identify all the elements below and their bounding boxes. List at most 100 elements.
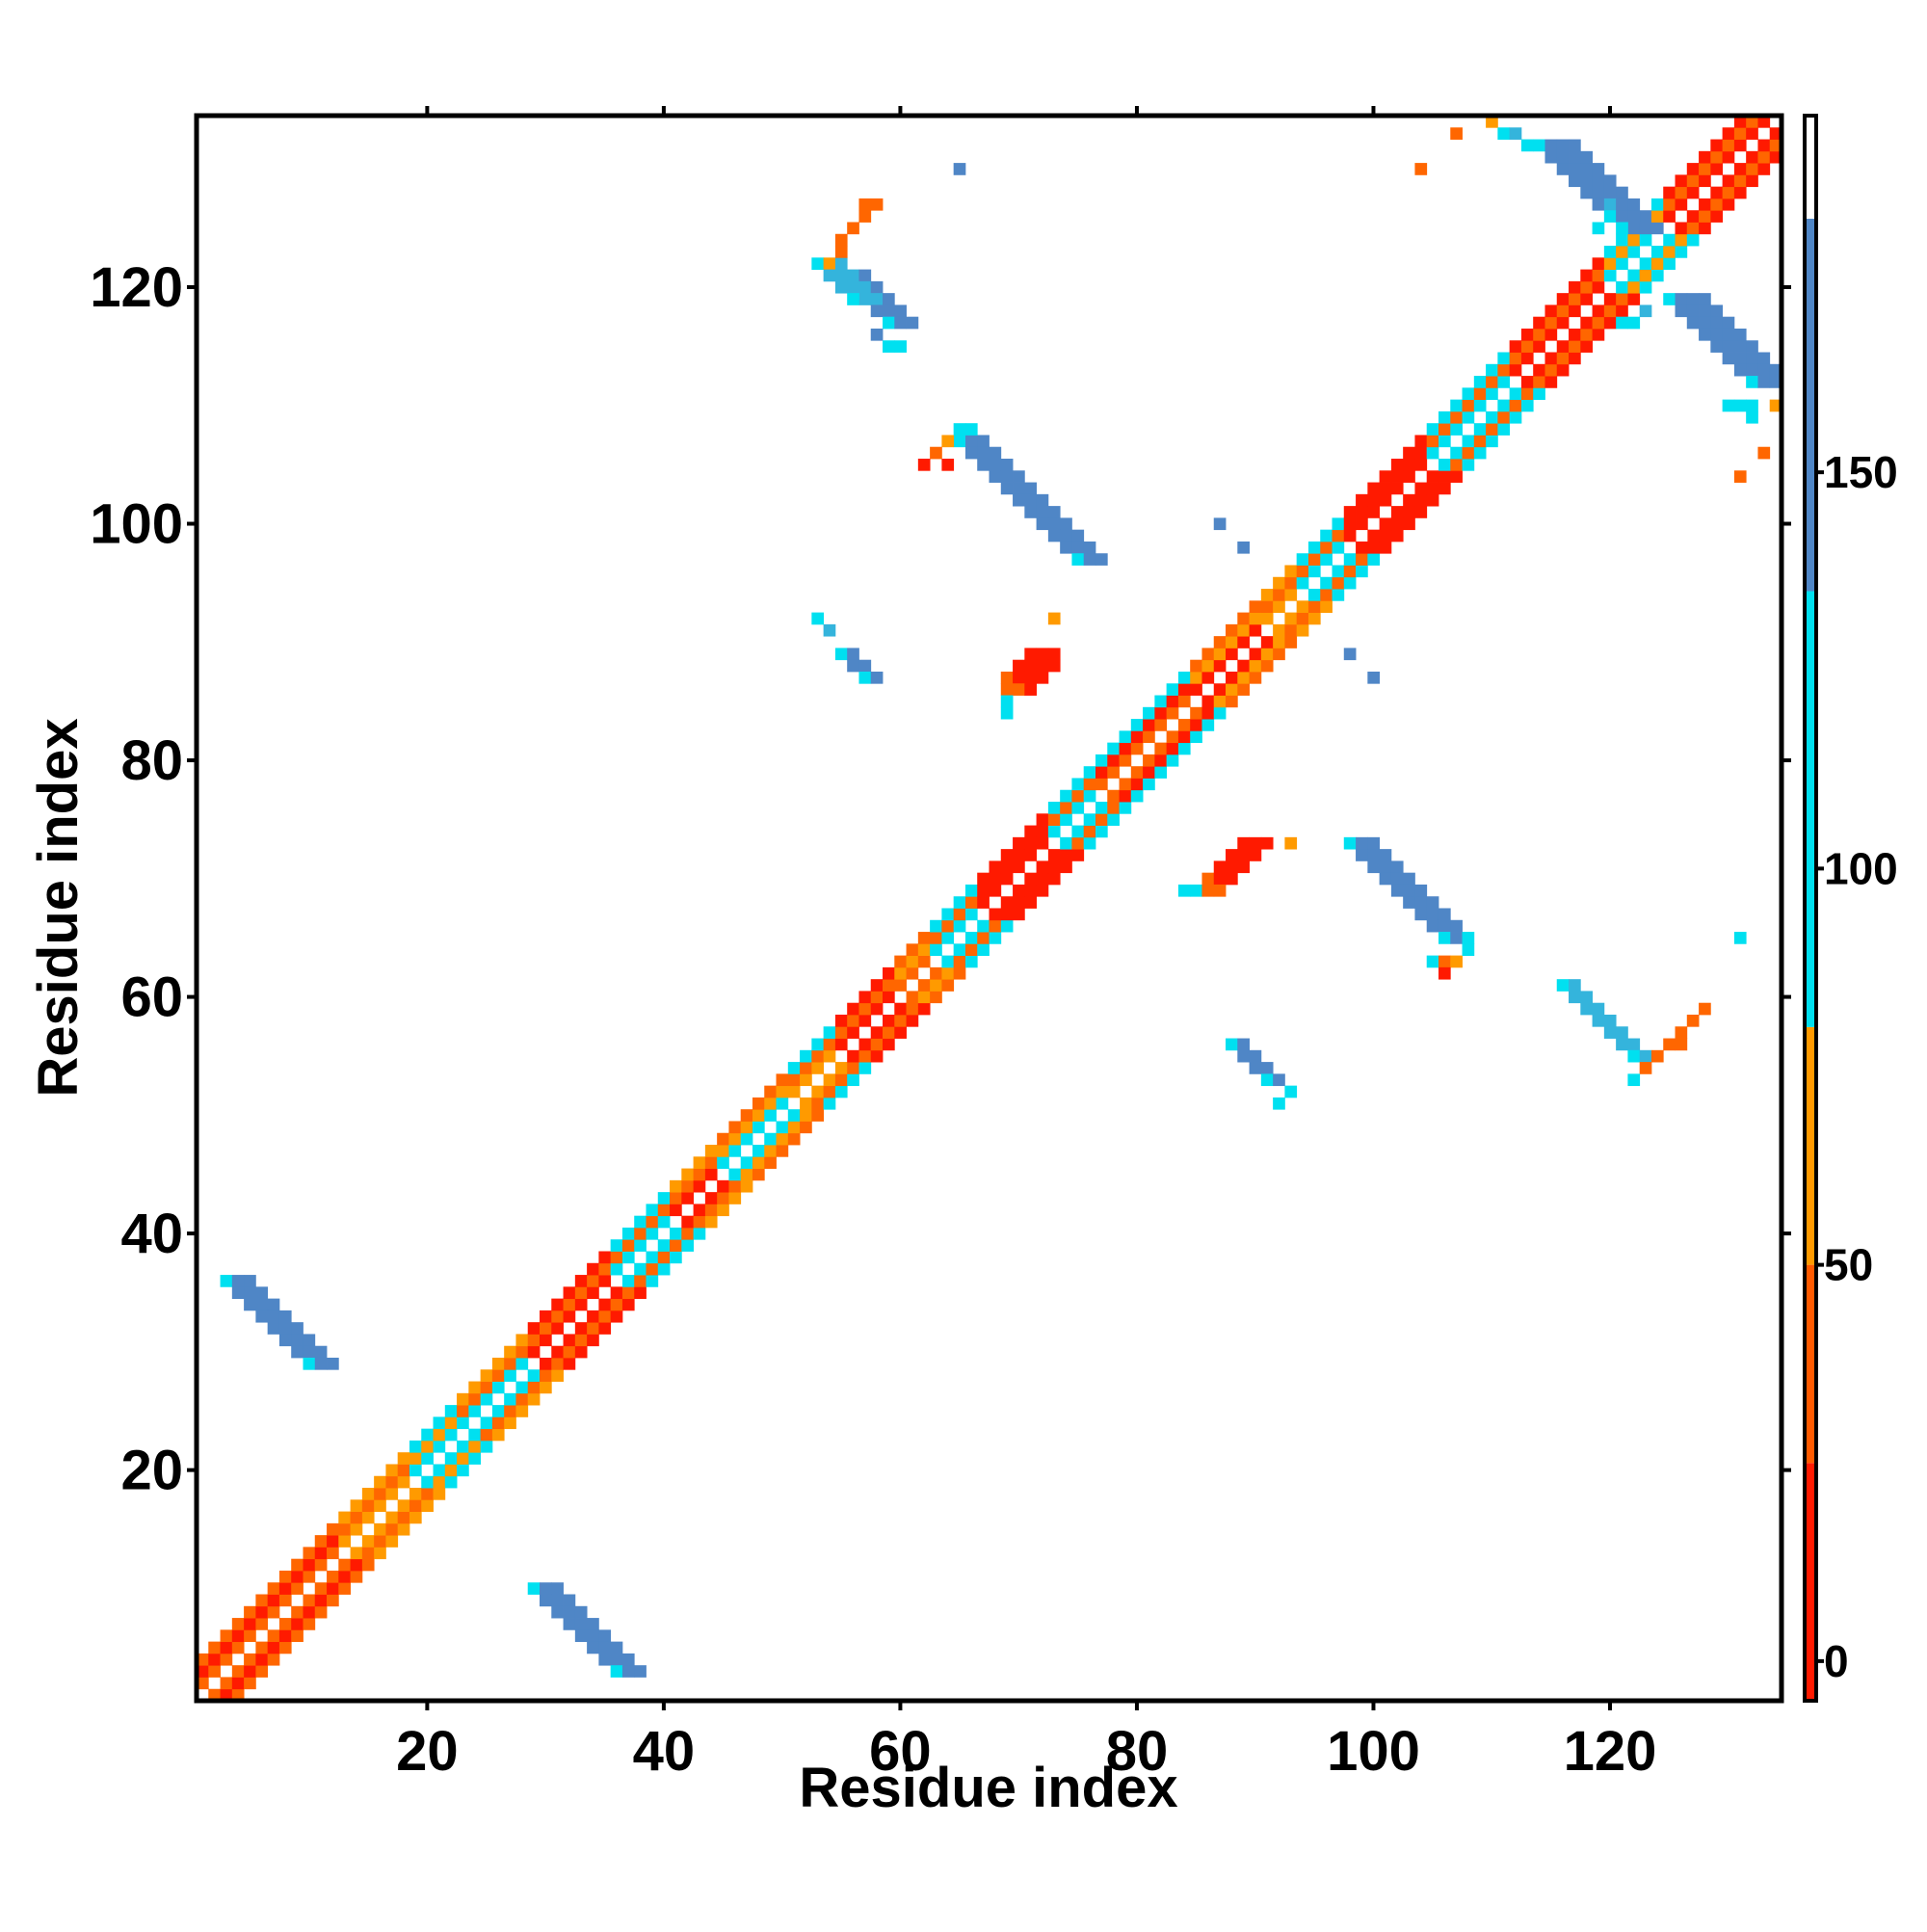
heatmap-cell	[291, 1605, 304, 1619]
y-tick-label: 100	[90, 493, 183, 556]
heatmap-cell	[621, 1298, 635, 1311]
heatmap-cell	[1390, 506, 1404, 518]
heatmap-cell	[811, 1038, 825, 1051]
heatmap-cell	[1249, 1062, 1262, 1074]
heatmap-cell	[657, 1192, 671, 1204]
heatmap-cell	[894, 1026, 907, 1039]
heatmap-cell	[468, 1405, 482, 1417]
heatmap-cell	[409, 1511, 422, 1524]
heatmap-cell	[1556, 139, 1570, 152]
heatmap-cell	[1130, 766, 1144, 779]
heatmap-cell	[917, 943, 931, 957]
heatmap-cell	[858, 1062, 872, 1074]
heatmap-cell	[1332, 565, 1345, 578]
heatmap-cell	[1580, 186, 1593, 199]
heatmap-cell	[634, 1262, 647, 1276]
heatmap-cell	[717, 1145, 729, 1157]
heatmap-cell	[621, 1275, 635, 1287]
heatmap-cell	[244, 1629, 256, 1643]
heatmap-cell	[1733, 352, 1747, 365]
heatmap-cell	[1414, 506, 1428, 518]
heatmap-cell	[574, 1629, 588, 1643]
heatmap-cell	[728, 1132, 742, 1146]
heatmap-cell	[1367, 836, 1381, 850]
heatmap-cell	[1013, 896, 1025, 909]
heatmap-cell	[1603, 293, 1617, 305]
heatmap-cell	[977, 446, 990, 460]
heatmap-cell	[1000, 470, 1014, 483]
heatmap-cell	[906, 316, 919, 330]
heatmap-cell	[1569, 304, 1581, 318]
heatmap-cell	[847, 1073, 859, 1087]
heatmap-cell	[1486, 116, 1498, 128]
heatmap-cell	[1013, 849, 1025, 861]
heatmap-cell	[941, 979, 955, 992]
heatmap-cell	[858, 293, 872, 305]
heatmap-cell	[1544, 363, 1558, 377]
heatmap-cell	[704, 1156, 718, 1169]
heatmap-cell	[894, 966, 907, 980]
heatmap-cell	[953, 435, 966, 448]
heatmap-cell	[1616, 233, 1628, 247]
heatmap-cell	[693, 1156, 706, 1169]
heatmap-cell	[847, 280, 859, 294]
heatmap-cell	[1533, 376, 1545, 388]
heatmap-cell	[1650, 269, 1664, 282]
heatmap-cell	[1000, 919, 1014, 933]
heatmap-cell	[480, 1381, 493, 1394]
heatmap-cell	[1320, 553, 1333, 566]
heatmap-cell	[457, 1464, 469, 1477]
heatmap-cell	[1639, 233, 1652, 247]
heatmap-cell	[1260, 612, 1274, 625]
heatmap-cell	[1107, 813, 1120, 826]
heatmap-cell	[953, 919, 966, 933]
heatmap-cell	[361, 1488, 375, 1500]
heatmap-cell	[906, 966, 919, 980]
heatmap-cell	[1036, 659, 1049, 673]
heatmap-cell	[657, 1215, 671, 1229]
heatmap-cell	[1356, 836, 1368, 850]
heatmap-cell	[1627, 222, 1641, 235]
heatmap-cell	[1237, 836, 1250, 850]
heatmap-cell	[551, 1357, 564, 1370]
heatmap-cell	[1686, 222, 1700, 235]
heatmap-cell	[303, 1558, 316, 1572]
heatmap-cell	[657, 1251, 671, 1264]
heatmap-cell	[930, 966, 942, 980]
heatmap-cell	[847, 1002, 859, 1016]
heatmap-cells	[197, 116, 1782, 1702]
heatmap-cell	[1201, 659, 1215, 673]
heatmap-cell	[409, 1464, 422, 1477]
colorbar-band	[1805, 1026, 1816, 1265]
colorbar-tick-label: 0	[1824, 1636, 1849, 1686]
heatmap-cell	[693, 1215, 706, 1229]
heatmap-cell	[303, 1594, 316, 1607]
heatmap-cell	[811, 1062, 825, 1074]
heatmap-cell	[374, 1522, 386, 1536]
heatmap-cell	[1177, 719, 1191, 731]
heatmap-cell	[1746, 376, 1758, 388]
heatmap-cell	[1390, 872, 1404, 886]
heatmap-cell	[1343, 517, 1357, 531]
heatmap-cell	[1722, 174, 1735, 188]
heatmap-cell	[1060, 789, 1072, 803]
heatmap-cell	[1699, 304, 1711, 318]
heatmap-cell	[444, 1405, 458, 1417]
heatmap-cell	[374, 1488, 386, 1500]
heatmap-cell	[457, 1440, 469, 1453]
heatmap-cell	[1710, 198, 1724, 211]
heatmap-cell	[1379, 541, 1392, 554]
heatmap-cell	[267, 1594, 280, 1607]
heatmap-cell	[977, 435, 990, 448]
heatmap-cell	[1047, 860, 1061, 874]
heatmap-cell	[1403, 896, 1415, 909]
heatmap-cell	[1071, 836, 1085, 850]
heatmap-cell	[1284, 565, 1298, 578]
heatmap-cell	[1083, 825, 1096, 838]
heatmap-cell	[433, 1440, 446, 1453]
heatmap-cell	[883, 966, 895, 980]
heatmap-cell	[220, 1677, 233, 1690]
heatmap-cell	[1095, 766, 1108, 779]
x-tick-label: 80	[1106, 1720, 1169, 1783]
